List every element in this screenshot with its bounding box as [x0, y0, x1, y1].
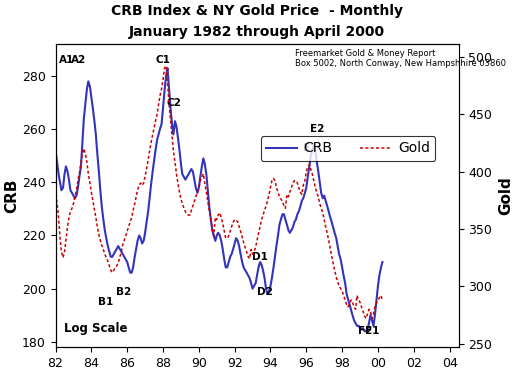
Text: A2: A2 — [71, 55, 86, 65]
Text: B1: B1 — [98, 297, 113, 307]
Text: F1: F1 — [366, 327, 380, 337]
Text: Log Scale: Log Scale — [64, 322, 127, 335]
Text: Freemarket Gold & Money Report
Box 5002, North Conway, New Hampshhire 03860: Freemarket Gold & Money Report Box 5002,… — [295, 49, 506, 68]
Text: C2: C2 — [166, 98, 181, 108]
Text: B2: B2 — [116, 286, 131, 297]
Title: CRB Index & NY Gold Price  - Monthly
January 1982 through April 2000: CRB Index & NY Gold Price - Monthly Janu… — [111, 4, 403, 39]
Text: E1: E1 — [302, 143, 317, 153]
Text: C1: C1 — [156, 55, 171, 65]
Text: D2: D2 — [257, 286, 273, 297]
Text: A1: A1 — [58, 55, 74, 65]
Text: D1: D1 — [252, 252, 268, 262]
Y-axis label: Gold: Gold — [498, 176, 513, 215]
Text: E2: E2 — [310, 125, 324, 135]
Text: F2: F2 — [358, 327, 373, 337]
Y-axis label: CRB: CRB — [4, 178, 19, 213]
Legend: CRB, Gold: CRB, Gold — [261, 136, 435, 161]
